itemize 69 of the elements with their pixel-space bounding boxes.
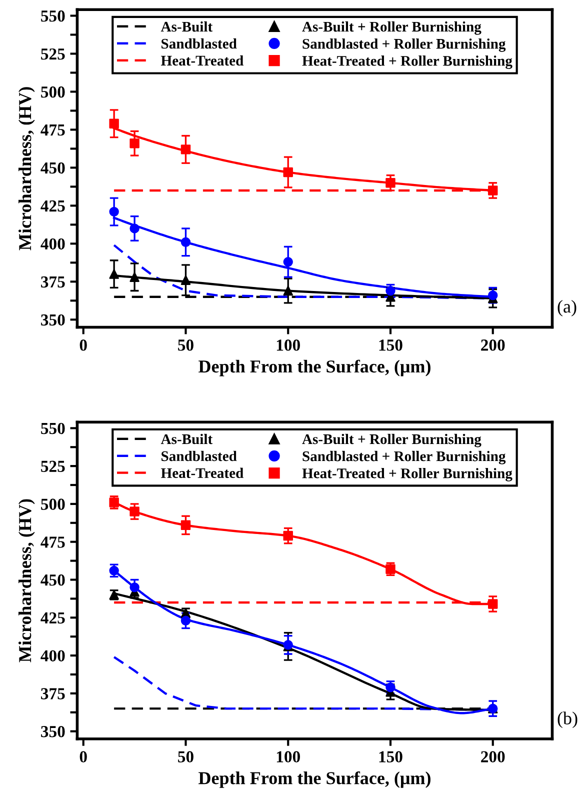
y-tick-label: 550 xyxy=(41,10,65,22)
y-tick-label: 450 xyxy=(40,574,65,586)
x-tick-label: 150 xyxy=(379,751,402,762)
y-tick-label: 450 xyxy=(40,162,65,174)
y-tick-label: 400 xyxy=(40,650,65,662)
point xyxy=(283,167,293,178)
text: (b) xyxy=(558,712,578,728)
legend-label: As-Built + Roller Burnishing xyxy=(302,21,482,35)
point xyxy=(180,237,191,247)
point xyxy=(180,275,191,285)
legend-label: Sandblasted xyxy=(162,450,237,462)
y-tick-label: 350 xyxy=(41,314,65,326)
legend-label: Sandblasted + Roller Burnishing xyxy=(302,38,506,52)
x-tick-label: 150 xyxy=(379,340,402,351)
point xyxy=(488,186,498,196)
y-tick-label: 350 xyxy=(41,726,65,738)
y-tick-label: 375 xyxy=(41,688,65,700)
x-tick-label: 200 xyxy=(481,340,505,351)
y-tick-label: 375 xyxy=(41,276,65,288)
legend-label: Sandblasted + Roller Burnishing xyxy=(302,450,506,464)
point xyxy=(130,138,140,148)
x-tick-label: 100 xyxy=(276,751,300,762)
point xyxy=(109,269,119,279)
point xyxy=(109,206,119,217)
point xyxy=(488,599,498,609)
point xyxy=(109,118,119,128)
point xyxy=(130,224,140,234)
y-axis-title: Microhardness, (HV) xyxy=(18,499,35,662)
x-tick-label: 0 xyxy=(80,340,87,351)
y-tick-label: 475 xyxy=(40,536,65,548)
legend-label: As-Built xyxy=(160,434,213,444)
y-tick-label: 500 xyxy=(41,498,65,510)
point xyxy=(283,286,293,296)
x-tick-label: 100 xyxy=(276,340,300,351)
point xyxy=(283,530,293,541)
x-tick-label: 0 xyxy=(80,751,87,762)
point xyxy=(283,257,293,267)
x-tick-label: 200 xyxy=(481,751,505,762)
legend-label: As-Built + Roller Burnishing xyxy=(302,434,482,448)
y-tick-label: 475 xyxy=(40,124,65,136)
point xyxy=(130,582,140,592)
y-tick-label: 525 xyxy=(41,460,65,472)
point xyxy=(130,272,140,282)
point xyxy=(109,566,119,576)
x-tick-label: 50 xyxy=(178,340,194,351)
legend-label: Heat-Treated xyxy=(161,468,244,478)
point xyxy=(180,616,191,626)
point xyxy=(180,144,191,154)
legend-label: Heat-Treated + Roller Burnishing xyxy=(302,56,512,69)
point xyxy=(130,506,140,516)
x-axis-title: Depth From the Surface, (μm) xyxy=(198,771,430,788)
text: (a) xyxy=(558,300,576,316)
x-axis-title: Depth From the Surface, (μm) xyxy=(198,360,430,376)
y-tick-label: 500 xyxy=(41,86,65,98)
point xyxy=(488,290,498,300)
point xyxy=(386,564,396,574)
y-tick-label: 425 xyxy=(40,200,65,212)
legend-label: Heat-Treated + Roller Burnishing xyxy=(302,468,512,482)
point xyxy=(386,178,396,188)
y-tick-label: 425 xyxy=(40,612,65,624)
legend-label: As-Built xyxy=(160,21,213,32)
point xyxy=(180,520,191,530)
legend-label: Heat-Treated xyxy=(161,55,244,66)
y-axis-title: Microhardness, (HV) xyxy=(18,87,35,250)
y-tick-label: 550 xyxy=(41,422,65,434)
legend-label: Sandblasted xyxy=(162,38,237,49)
y-tick-label: 400 xyxy=(40,238,65,250)
y-tick-label: 525 xyxy=(41,48,65,60)
x-tick-label: 50 xyxy=(178,751,194,762)
